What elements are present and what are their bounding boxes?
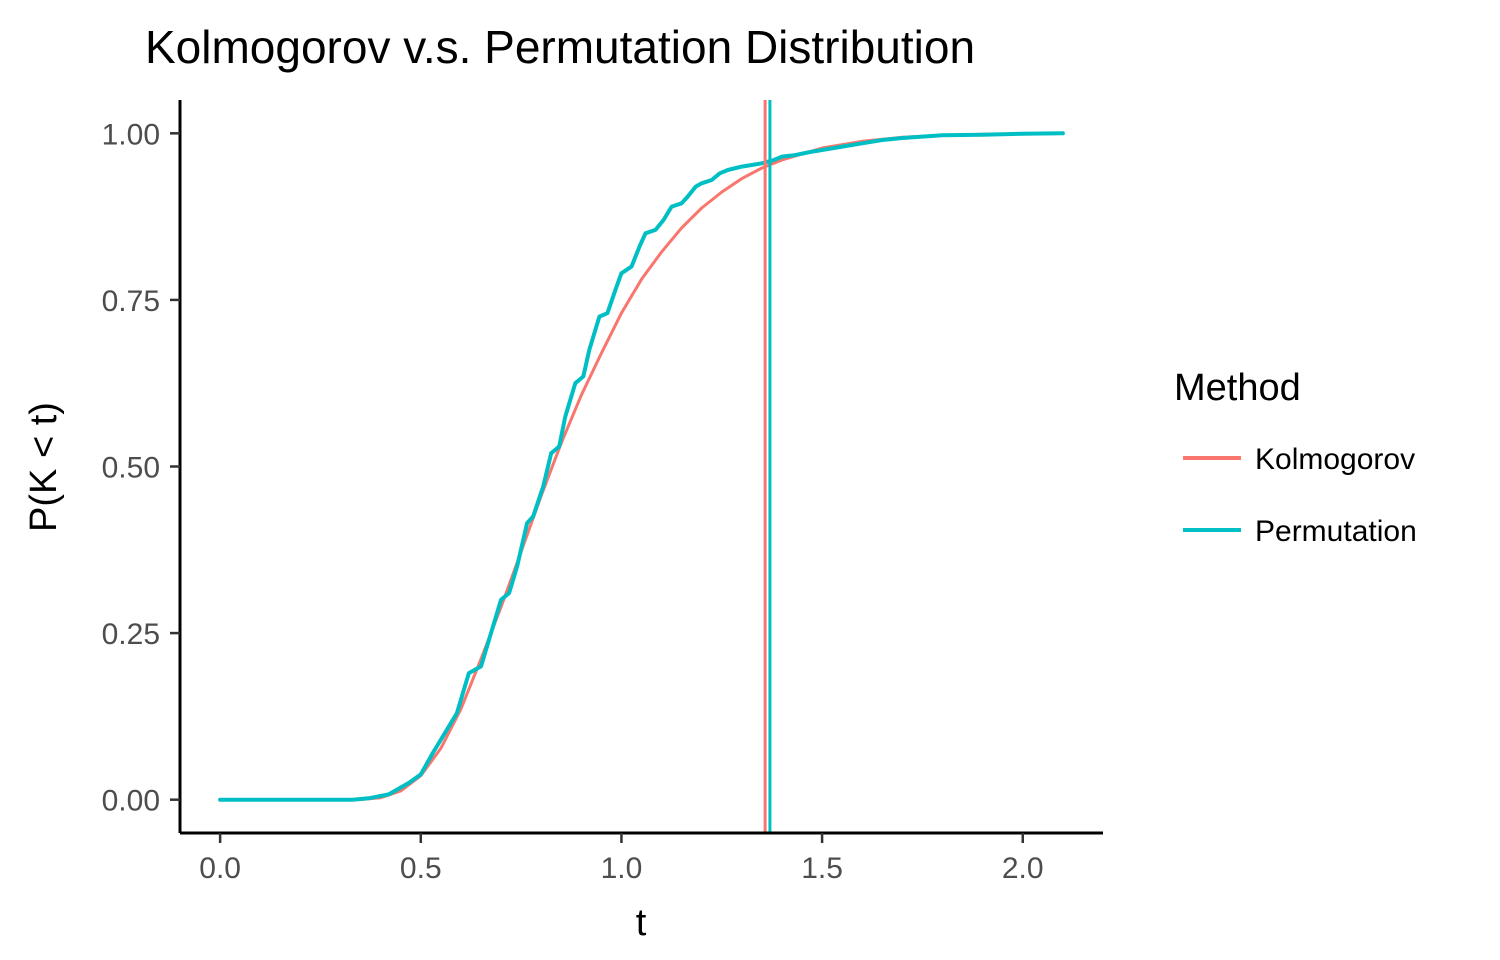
- x-tick-label: 0.0: [199, 852, 241, 885]
- series-line-kolmogorov: [218, 132, 1065, 802]
- x-axis-title: t: [636, 902, 647, 944]
- x-ticks: 0.0 0.5 1.0 1.5 2.0: [199, 833, 1044, 885]
- legend-label: Permutation: [1255, 515, 1417, 548]
- legend-title: Method: [1174, 367, 1301, 409]
- x-tick-label: 2.0: [1002, 852, 1044, 885]
- y-axis-title: P(K < t): [23, 402, 65, 532]
- x-tick-label: 1.0: [601, 852, 643, 885]
- x-tick-label: 1.5: [801, 852, 843, 885]
- y-tick-label: 0.00: [102, 785, 160, 818]
- chart-title: Kolmogorov v.s. Permutation Distribution: [145, 21, 975, 73]
- lines-layer: [218, 131, 1065, 802]
- x-tick-label: 0.5: [400, 852, 442, 885]
- plot-area: 0.0 0.5 1.0 1.5 2.0 0.00 0.25 0.50 0.75 1.00: [102, 100, 1103, 885]
- y-tick-label: 0.25: [102, 618, 160, 651]
- vlines-layer: [763, 100, 772, 833]
- legend-label: Kolmogorov: [1255, 443, 1415, 476]
- y-tick-label: 0.75: [102, 285, 160, 318]
- legend-entries: Kolmogorov Permutation: [1183, 443, 1417, 548]
- y-ticks: 0.00 0.25 0.50 0.75 1.00: [102, 118, 180, 818]
- y-tick-label: 1.00: [102, 118, 160, 151]
- legend: Method Kolmogorov Permutation: [1174, 367, 1417, 548]
- y-tick-label: 0.50: [102, 452, 160, 485]
- series-line-permutation: [218, 131, 1065, 802]
